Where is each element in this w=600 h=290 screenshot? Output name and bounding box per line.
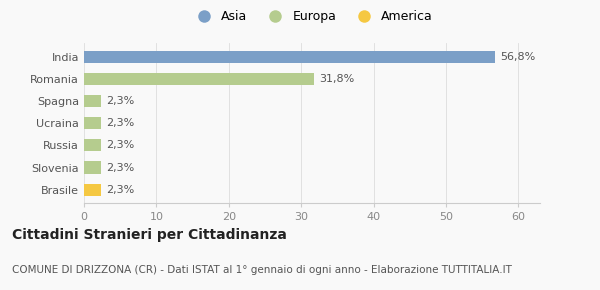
Bar bbox=[84, 162, 101, 174]
Text: Cittadini Stranieri per Cittadinanza: Cittadini Stranieri per Cittadinanza bbox=[12, 228, 287, 242]
Text: 2,3%: 2,3% bbox=[106, 96, 134, 106]
Bar bbox=[84, 73, 314, 85]
Bar bbox=[84, 117, 101, 129]
Text: 56,8%: 56,8% bbox=[500, 52, 535, 62]
Text: COMUNE DI DRIZZONA (CR) - Dati ISTAT al 1° gennaio di ogni anno - Elaborazione T: COMUNE DI DRIZZONA (CR) - Dati ISTAT al … bbox=[12, 264, 512, 275]
Bar bbox=[84, 184, 101, 196]
Bar bbox=[84, 139, 101, 151]
Text: 2,3%: 2,3% bbox=[106, 140, 134, 151]
Bar bbox=[84, 95, 101, 107]
Text: 2,3%: 2,3% bbox=[106, 162, 134, 173]
Legend: Asia, Europa, America: Asia, Europa, America bbox=[186, 5, 438, 28]
Bar bbox=[84, 51, 495, 63]
Text: 31,8%: 31,8% bbox=[319, 74, 355, 84]
Text: 2,3%: 2,3% bbox=[106, 118, 134, 128]
Text: 2,3%: 2,3% bbox=[106, 185, 134, 195]
